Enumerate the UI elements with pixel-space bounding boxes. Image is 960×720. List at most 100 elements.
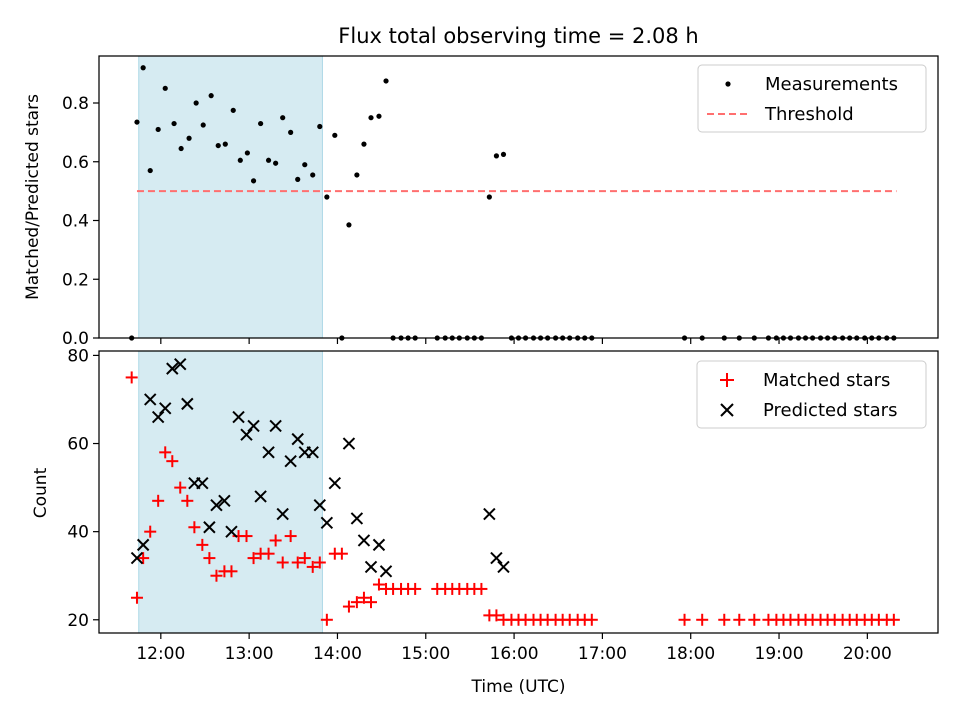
matched-star-point	[313, 556, 326, 569]
predicted-star-point	[364, 560, 378, 574]
x-tick-label: 19:00	[755, 644, 804, 664]
measurement-point	[147, 167, 153, 174]
matched-star-point	[247, 552, 260, 565]
matched-star-point	[298, 552, 311, 565]
matched-star-point	[475, 582, 488, 595]
matched-star-point	[335, 547, 348, 560]
measurement-point	[193, 100, 199, 106]
x-tick-label: 16:00	[490, 644, 539, 664]
matched-star-point	[174, 481, 187, 494]
x-axis-label: Time (UTC)	[471, 677, 566, 697]
matched-star-point	[152, 494, 165, 507]
observing-window-shade-bottom	[138, 350, 323, 634]
matched-star-point	[269, 534, 282, 547]
x-tick-label: 18:00	[666, 644, 715, 664]
matched-star-point	[144, 525, 157, 538]
predicted-star-point	[181, 397, 194, 411]
legend-label-matched-stars: Matched stars	[763, 370, 890, 391]
matched-star-point	[678, 613, 691, 626]
matched-star-point	[240, 530, 253, 543]
measurement-point	[368, 115, 374, 121]
matched-star-point	[196, 538, 209, 551]
measurement-point	[250, 178, 257, 184]
predicted-star-point	[483, 507, 496, 521]
predicted-star-point	[342, 437, 356, 450]
measurement-point	[200, 122, 206, 128]
y-tick-label: 80	[67, 346, 89, 366]
measurement-point	[215, 142, 221, 149]
matched-star-point	[733, 613, 746, 626]
predicted-star-point	[203, 521, 216, 534]
matched-star-point	[372, 578, 385, 591]
measurement-point	[500, 151, 507, 158]
count-y-axis-ticks: 20 40 60 80	[67, 346, 99, 631]
measurement-point	[178, 145, 184, 152]
predicted-star-point	[276, 507, 289, 521]
predicted-star-point	[196, 476, 209, 490]
legend-x-marker	[720, 403, 734, 417]
matched-star-point	[718, 613, 731, 626]
matched-star-point	[276, 556, 289, 569]
count-legend[interactable]: Matched stars Predicted stars	[696, 360, 927, 429]
legend-dot-marker	[725, 81, 731, 87]
measurement-point	[222, 141, 228, 147]
predicted-star-point	[269, 419, 282, 433]
measurement-point	[237, 157, 243, 163]
y-tick-label: 0.6	[62, 153, 89, 173]
predicted-star-point	[379, 565, 393, 578]
measurement-point	[140, 65, 146, 71]
y-tick-label: 40	[67, 523, 89, 543]
measurement-point	[310, 172, 316, 178]
chart-title: Flux total observing time = 2.08 h	[338, 24, 698, 48]
measurement-point	[332, 132, 338, 138]
measurement-point	[280, 115, 286, 121]
matched-star-point	[210, 569, 223, 582]
measurement-point	[208, 93, 214, 99]
ratio-y-axis-label: Matched/Predicted stars	[23, 94, 43, 300]
measurement-point	[155, 126, 161, 133]
predicted-star-point	[225, 525, 238, 538]
count-y-axis-label: Count	[31, 467, 51, 518]
matched-star-point	[225, 565, 238, 578]
matched-star-point	[490, 609, 503, 622]
predicted-star-point	[232, 410, 245, 424]
ratio-legend[interactable]: Measurements Threshold	[697, 64, 927, 133]
measurement-point	[354, 172, 360, 178]
y-tick-label: 20	[67, 611, 89, 631]
measurement-point	[493, 153, 500, 159]
predicted-star-point	[210, 499, 223, 512]
measurement-point	[295, 176, 301, 182]
matched-star-point	[137, 552, 150, 565]
y-tick-label: 0.8	[62, 94, 89, 114]
y-tick-label: 60	[67, 435, 89, 455]
matched-star-point	[159, 446, 172, 459]
ratio-x-axis-ticks	[160, 338, 868, 344]
matched-star-point	[748, 613, 761, 626]
predicted-stars-series	[130, 358, 510, 578]
matched-star-point	[306, 560, 319, 573]
measurement-point	[265, 157, 272, 163]
predicted-star-point	[357, 534, 371, 547]
matched-star-point	[284, 530, 297, 543]
predicted-star-point	[372, 538, 386, 552]
count-x-axis-ticks: 12:00 13:00 14:00 15:00 16:00 17:00 18:00 19:00…	[136, 633, 892, 664]
measurement-point	[346, 222, 352, 228]
predicted-star-point	[328, 476, 342, 490]
matched-star-point	[320, 613, 333, 626]
predicted-star-point	[320, 516, 334, 530]
predicted-star-point	[262, 446, 275, 459]
x-tick-label: 15:00	[401, 644, 450, 664]
predicted-star-point	[306, 446, 319, 459]
predicted-star-point	[144, 393, 157, 406]
measurement-point	[361, 141, 367, 147]
predicted-star-point	[350, 512, 364, 525]
predicted-star-point	[159, 402, 172, 415]
legend-plus-marker	[720, 373, 734, 387]
ratio-panel: 0.00.20.40.60.8 Matched/Predicted stars …	[23, 55, 939, 349]
measurement-point	[134, 119, 140, 125]
legend-label-measurements: Measurements	[765, 74, 898, 95]
legend-label-threshold: Threshold	[764, 104, 854, 125]
legend-label-predicted-stars: Predicted stars	[763, 400, 897, 421]
y-tick-label: 0.4	[62, 212, 89, 232]
